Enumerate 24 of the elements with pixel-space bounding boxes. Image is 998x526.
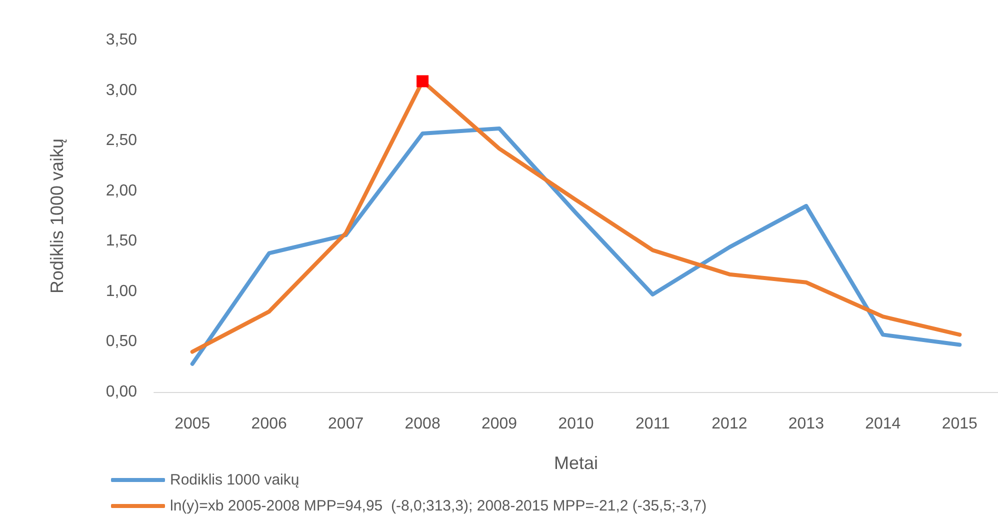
x-tick-label: 2008 bbox=[404, 416, 440, 432]
y-tick-label: 1,50 bbox=[106, 232, 138, 250]
line-series bbox=[190, 126, 962, 366]
x-tick-label: 2006 bbox=[251, 416, 287, 432]
y-axis-title: Rodiklis 1000 vaikų bbox=[47, 138, 67, 294]
y-tick-label: 2,50 bbox=[106, 132, 138, 150]
y-tick-label: 3,50 bbox=[106, 32, 138, 48]
y-tick-label: 0,50 bbox=[106, 333, 138, 350]
x-tick-label: 2005 bbox=[174, 416, 210, 432]
y-tick-label: 3,00 bbox=[106, 82, 138, 99]
y-tick-label: 1,00 bbox=[106, 282, 138, 300]
x-tick-label: 2007 bbox=[328, 416, 364, 432]
x-axis-title: Metai bbox=[554, 453, 598, 473]
x-tick-label: 2015 bbox=[942, 416, 978, 432]
y-tick-label: 2,00 bbox=[106, 182, 138, 200]
y-tick-label: 0,00 bbox=[106, 384, 138, 400]
legend-label: Rodiklis 1000 vaikų bbox=[170, 472, 300, 488]
x-tick-label: 2014 bbox=[865, 416, 901, 432]
legend-label: ln(y)=xb 2005-2008 MPP=94,95 (-8,0;313,3); 2008-2015 MPP=-21,2 (-35,5;-3,7) bbox=[170, 498, 707, 514]
x-tick-label: 2012 bbox=[712, 416, 748, 432]
x-tick-label: 2011 bbox=[636, 416, 670, 432]
x-tick-label: 2009 bbox=[481, 416, 518, 432]
x-tick-label: 2010 bbox=[558, 416, 594, 432]
x-tick-label: 2013 bbox=[788, 416, 824, 432]
